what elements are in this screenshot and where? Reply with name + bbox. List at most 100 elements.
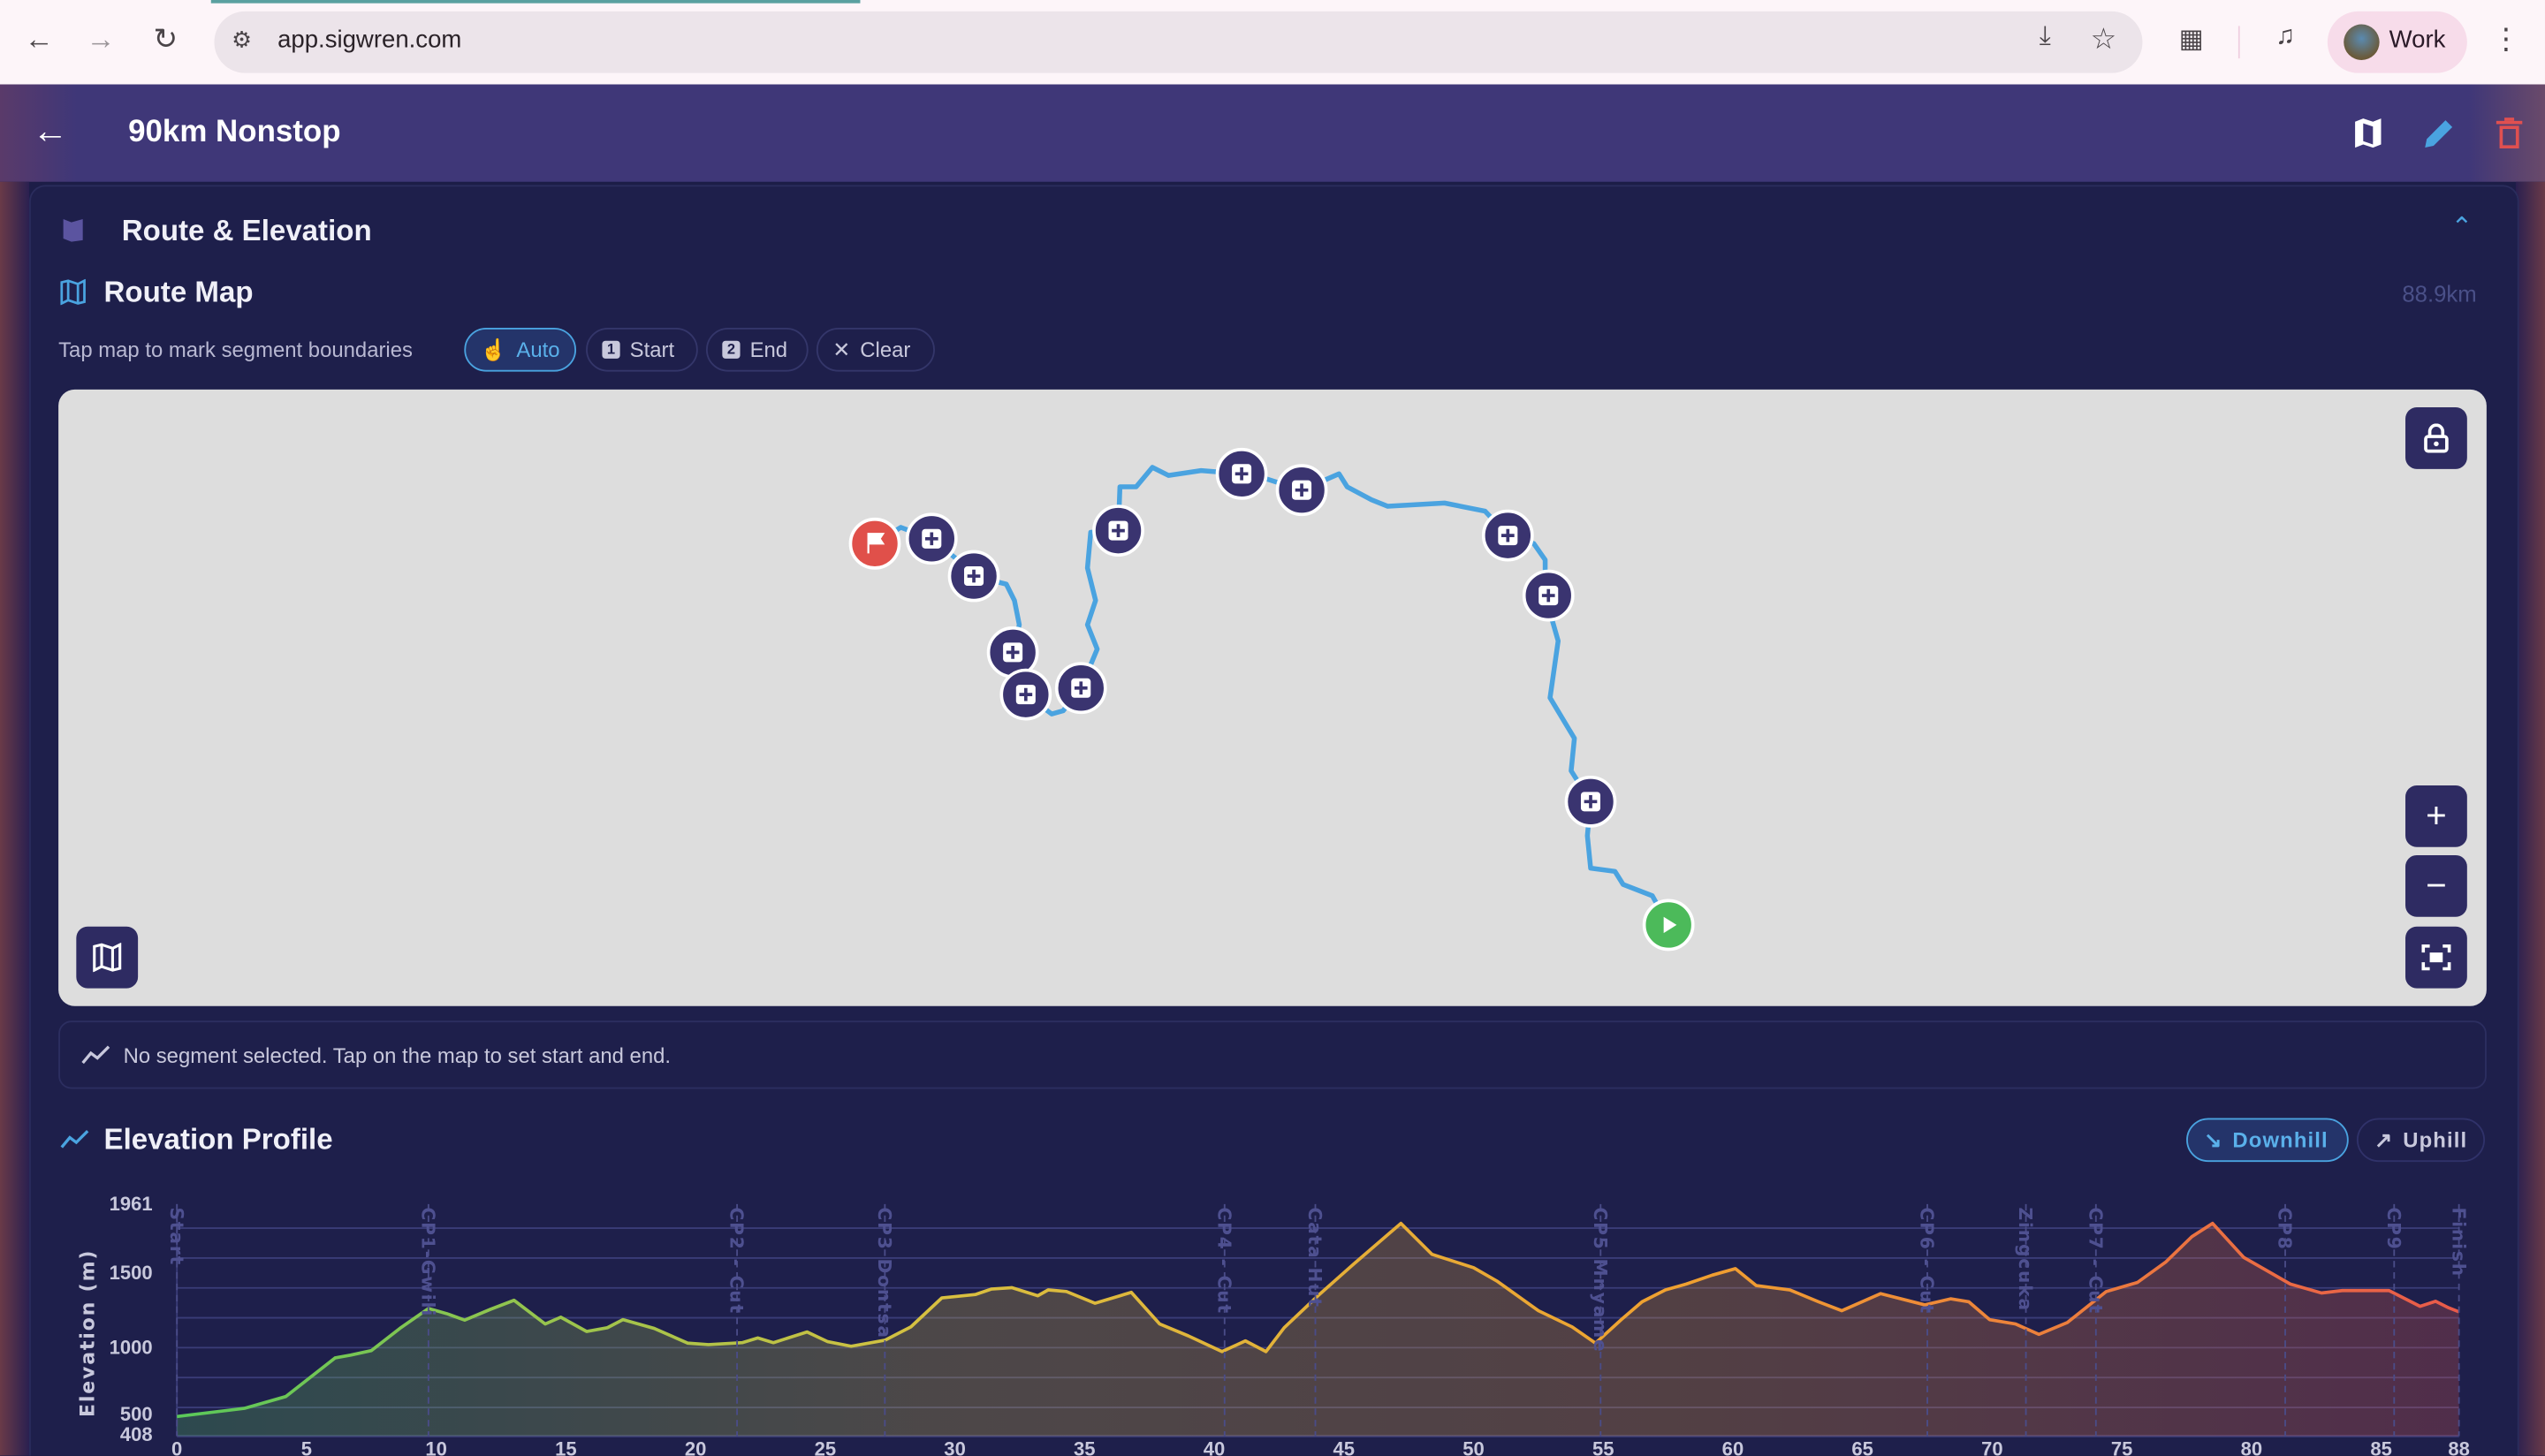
- fit-screen-icon: [2421, 944, 2451, 971]
- plus-icon: [1235, 466, 1249, 481]
- toggle-label: Uphill: [2403, 1127, 2468, 1153]
- tab-indicator: [210, 0, 861, 4]
- route-map-title: Route Map: [103, 276, 254, 308]
- x-tick-label: 25: [815, 1438, 837, 1456]
- lock-icon: [2424, 423, 2449, 453]
- tap-icon: ☝: [480, 337, 507, 361]
- plus-icon: [1112, 524, 1125, 537]
- x-tick-label: 75: [2111, 1438, 2133, 1456]
- background-glow: [0, 181, 30, 1456]
- x-tick-label: 55: [1592, 1438, 1614, 1456]
- x-tick-label: 35: [1074, 1438, 1096, 1456]
- map-icon[interactable]: [2351, 117, 2384, 149]
- url-text[interactable]: app.sigwren.com: [277, 26, 462, 54]
- x-tick-label: 50: [1462, 1438, 1485, 1456]
- fit-bounds-button[interactable]: [2405, 926, 2467, 989]
- checkpoint-label: CP1-Gwili: [418, 1208, 439, 1318]
- map-layers-button[interactable]: [76, 926, 139, 989]
- flag-icon: [867, 533, 885, 554]
- y-axis-title: Elevation (m): [78, 1249, 100, 1417]
- button-label: End: [749, 337, 788, 362]
- zoom-out-button[interactable]: −: [2405, 854, 2467, 917]
- lock-button[interactable]: [2405, 407, 2467, 469]
- map-icon: [60, 278, 86, 306]
- x-tick-label: 45: [1333, 1438, 1356, 1456]
- downhill-toggle[interactable]: ↘ Downhill: [2186, 1118, 2349, 1163]
- x-tick-label: 65: [1851, 1438, 1873, 1456]
- elevation-chart[interactable]: Start CP1-Gwili CP2 - Cut CP3 Dontsa CP4 - C…: [0, 1185, 2545, 1456]
- number-2-icon: 2: [722, 340, 741, 359]
- x-tick-label: 60: [1722, 1438, 1744, 1456]
- checkpoint-marker: [1564, 775, 1617, 828]
- plus-icon: +: [2426, 794, 2447, 836]
- uphill-toggle[interactable]: ↗ Uphill: [2356, 1118, 2486, 1163]
- install-icon[interactable]: ⤓: [2039, 22, 2051, 50]
- minus-icon: −: [2426, 864, 2447, 906]
- mode-auto-button[interactable]: ☝ Auto: [464, 328, 577, 372]
- mode-start-button[interactable]: 1 Start: [586, 328, 698, 372]
- section-title[interactable]: Route & Elevation: [121, 214, 372, 247]
- y-tick-label: 408: [120, 1423, 153, 1445]
- plus-icon: [924, 532, 938, 546]
- x-tick-label: 5: [301, 1438, 312, 1456]
- elevation-line: [176, 1221, 2460, 1419]
- segment-info-bar: [58, 1020, 2487, 1089]
- forward-icon[interactable]: →: [86, 22, 116, 56]
- checkpoint-marker: [1522, 569, 1575, 622]
- reload-icon[interactable]: ↻: [153, 22, 179, 56]
- media-icon[interactable]: ♫: [2275, 22, 2296, 50]
- plus-icon: [1584, 794, 1598, 808]
- checkpoint-marker: [999, 668, 1052, 721]
- checkpoint-label: CP5 Mnyame: [1590, 1208, 1611, 1354]
- checkpoint-label: CP3 Dontsa: [874, 1208, 895, 1339]
- background-glow: [2515, 181, 2545, 1456]
- checkpoint-label: CP4 - Cut: [1213, 1208, 1235, 1315]
- route-overlay[interactable]: [58, 390, 2487, 1006]
- extensions-icon[interactable]: ▦: [2178, 26, 2204, 54]
- checkpoint-label: Zingcuka: [2015, 1208, 2036, 1312]
- plus-icon: [1006, 646, 1020, 659]
- elevation-title: Elevation Profile: [103, 1123, 333, 1156]
- back-icon[interactable]: ←: [24, 22, 54, 56]
- elevation-icon: [60, 1130, 89, 1149]
- chevron-up-icon[interactable]: ⌃: [2450, 214, 2473, 242]
- checkpoint-marker: [905, 512, 958, 565]
- finish-marker: [848, 517, 901, 570]
- button-label: Clear: [860, 337, 911, 362]
- checkpoint-label: CP9: [2383, 1208, 2404, 1251]
- route-map[interactable]: + −: [58, 389, 2487, 1006]
- x-tick-label: 85: [2370, 1438, 2392, 1456]
- x-tick-label: 30: [944, 1438, 966, 1456]
- y-tick-label: 1000: [110, 1337, 153, 1359]
- x-tick-label: 15: [555, 1438, 577, 1456]
- app-header: [0, 84, 2545, 182]
- checkpoint-marker: [1275, 464, 1328, 517]
- x-tick-label: 80: [2241, 1438, 2263, 1456]
- y-tick-label: 500: [120, 1403, 153, 1425]
- checkpoint-marker: [1092, 504, 1144, 557]
- back-arrow-icon[interactable]: ←: [32, 110, 69, 151]
- address-bar[interactable]: [214, 11, 2143, 73]
- y-tick-label: 1961: [110, 1193, 153, 1215]
- checkpoint-label: CP2 - Cut: [726, 1208, 748, 1315]
- star-icon[interactable]: ☆: [2090, 22, 2117, 56]
- toggle-label: Downhill: [2232, 1127, 2328, 1153]
- zoom-in-button[interactable]: +: [2405, 785, 2467, 847]
- plus-icon: [1074, 681, 1088, 695]
- site-settings-icon[interactable]: ⚙: [232, 26, 253, 52]
- elevation-area: [177, 1223, 2459, 1437]
- edit-icon[interactable]: [2421, 117, 2456, 151]
- more-icon[interactable]: ⋮: [2491, 22, 2521, 56]
- clear-button[interactable]: ✕ Clear: [816, 328, 935, 372]
- profile-name: Work: [2389, 26, 2446, 54]
- map-icon: [63, 218, 83, 242]
- mode-end-button[interactable]: 2 End: [705, 328, 809, 372]
- trending-down-icon: ↘: [2204, 1126, 2223, 1152]
- plus-icon: [1541, 588, 1555, 603]
- x-tick-label: 20: [685, 1438, 707, 1456]
- checkpoint-label: Finish: [2448, 1208, 2469, 1278]
- play-icon: [1663, 916, 1677, 934]
- segment-info-text: No segment selected. Tap on the map to s…: [123, 1043, 672, 1068]
- delete-icon[interactable]: [2495, 117, 2524, 151]
- button-label: Start: [629, 337, 675, 362]
